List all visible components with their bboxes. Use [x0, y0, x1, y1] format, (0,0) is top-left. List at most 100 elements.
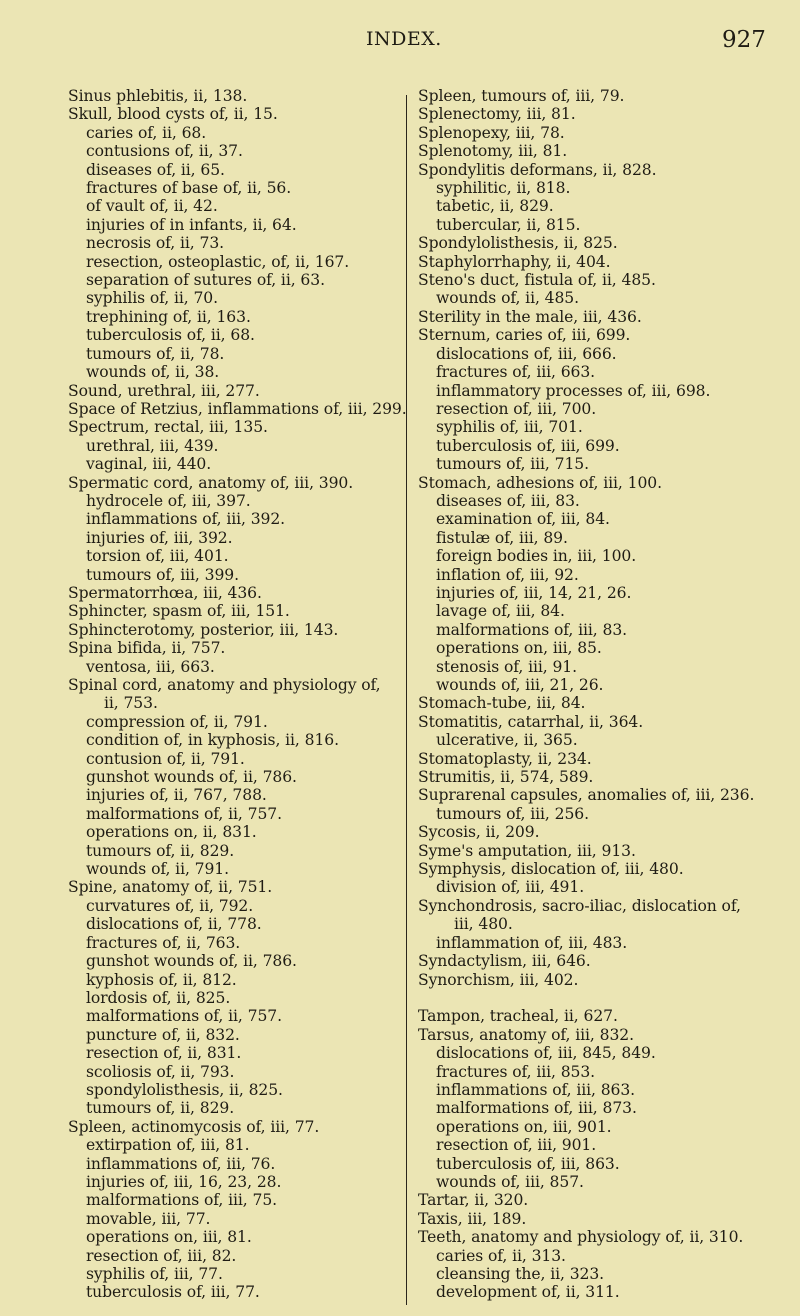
- index-subentry: tumours of, ii, 829.: [86, 841, 235, 860]
- index-subentry: dislocations of, iii, 845, 849.: [436, 1044, 656, 1063]
- index-subentry: resection of, iii, 82.: [86, 1246, 237, 1265]
- index-subentry: syphilis of, iii, 77.: [86, 1265, 223, 1283]
- index-entry: Spinal cord, anatomy and physiology of,: [68, 676, 381, 694]
- index-entry: Spine, anatomy of, ii, 751.: [68, 878, 273, 897]
- index-entry: Sycosis, ii, 209.: [418, 823, 540, 842]
- index-subentry: tuberculosis of, iii, 699.: [436, 436, 620, 455]
- index-subentry: injuries of, iii, 16, 23, 28.: [86, 1172, 282, 1191]
- index-subentry: tuberculosis of, iii, 77.: [86, 1283, 260, 1302]
- index-subentry: division of, iii, 491.: [436, 878, 585, 897]
- index-subentry: examination of, iii, 84.: [436, 510, 610, 529]
- index-subentry: malformations of, iii, 873.: [436, 1099, 637, 1118]
- index-subentry: injuries of, ii, 767, 788.: [86, 786, 267, 805]
- index-entry: Staphylorrhaphy, ii, 404.: [418, 252, 611, 271]
- page-header: INDEX. 927: [0, 27, 800, 58]
- index-entry: Spondylolisthesis, ii, 825.: [418, 234, 618, 253]
- index-subentry: fractures of, ii, 763.: [86, 933, 241, 952]
- index-entry: Spleen, actinomycosis of, iii, 77.: [68, 1117, 320, 1136]
- index-subentry: movable, iii, 77.: [86, 1209, 211, 1228]
- index-subentry: tuberculosis of, ii, 68.: [86, 326, 255, 345]
- index-subentry: condition of, in kyphosis, ii, 816.: [86, 731, 339, 750]
- index-subentry: fractures of, iii, 663.: [436, 363, 596, 382]
- index-subentry: curvatures of, ii, 792.: [86, 896, 254, 915]
- index-subentry: tuberculosis of, iii, 863.: [436, 1154, 620, 1173]
- index-subentry: resection, osteoplastic, of, ii, 167.: [86, 252, 350, 271]
- index-subentry: dislocations of, ii, 778.: [86, 915, 262, 934]
- index-entry: Synchondrosis, sacro-iliac, dislocation …: [418, 896, 741, 915]
- index-subentry: lavage of, iii, 84.: [436, 602, 565, 621]
- index-subentry: malformations of, iii, 83.: [436, 620, 628, 639]
- index-subentry: urethral, iii, 439.: [86, 436, 219, 455]
- index-subentry: inflation of, iii, 92.: [436, 565, 579, 584]
- index-subentry: necrosis of, ii, 73.: [86, 234, 225, 253]
- index-subentry: compression of, ii, 791.: [86, 712, 268, 731]
- index-subentry: trephining of, ii, 163.: [86, 307, 251, 326]
- index-subentry: development of, ii, 311.: [436, 1283, 620, 1302]
- index-subentry: inflammations of, iii, 392.: [86, 510, 286, 529]
- index-entry: Tarsus, anatomy of, iii, 832.: [418, 1025, 634, 1044]
- index-entry: Syme's amputation, iii, 913.: [418, 841, 636, 860]
- index-entry: Spondylitis deformans, ii, 828.: [418, 160, 657, 179]
- index-entry: Stomach, adhesions of, iii, 100.: [418, 473, 662, 492]
- index-subentry: tumours of, iii, 715.: [436, 455, 589, 474]
- index-subentry: syphilitic, ii, 818.: [436, 179, 571, 198]
- index-entry: Syndactylism, iii, 646.: [418, 952, 591, 971]
- index-entry: Sound, urethral, iii, 277.: [68, 381, 260, 400]
- index-entry: Stomatitis, catarrhal, ii, 364.: [418, 712, 644, 731]
- index-subentry: operations on, iii, 901.: [436, 1117, 612, 1136]
- index-entry: Symphysis, dislocation of, iii, 480.: [418, 860, 684, 879]
- page-number: 927: [722, 27, 766, 53]
- index-entry: Sinus phlebitis, ii, 138.: [68, 87, 248, 105]
- index-subentry: cleansing the, ii, 323.: [436, 1264, 605, 1283]
- index-subentry: diseases of, iii, 83.: [436, 491, 580, 510]
- index-entry: Splenotomy, iii, 81.: [418, 142, 568, 161]
- index-entry-continuation: iii, 480.: [454, 915, 513, 934]
- index-subentry: ulcerative, ii, 365.: [436, 731, 578, 750]
- index-subentry: tubercular, ii, 815.: [436, 215, 581, 234]
- index-column-right: Spleen, tumours of, iii, 79. Splenectomy,…: [416, 87, 766, 1302]
- index-entry: Sternum, caries of, iii, 699.: [418, 326, 631, 345]
- index-subentry: lordosis of, ii, 825.: [86, 988, 231, 1007]
- index-entry: Steno's duct, fistula of, ii, 485.: [418, 271, 656, 290]
- index-subentry: diseases of, ii, 65.: [86, 160, 225, 179]
- index-subentry: foreign bodies in, iii, 100.: [436, 547, 637, 566]
- index-entry: Stomatoplasty, ii, 234.: [418, 749, 592, 768]
- index-subentry: malformations of, ii, 757.: [86, 804, 282, 823]
- index-entry: Strumitis, ii, 574, 589.: [418, 768, 594, 787]
- index-entry: Spina bifida, ii, 757.: [68, 639, 226, 658]
- index-subentry: resection of, ii, 831.: [86, 1044, 242, 1063]
- index-entry: Taxis, iii, 189.: [418, 1209, 527, 1228]
- index-subentry: contusion of, ii, 791.: [86, 749, 245, 768]
- index-subentry: vaginal, iii, 440.: [86, 455, 212, 474]
- index-subentry: caries of, ii, 68.: [86, 123, 207, 142]
- index-entry: Skull, blood cysts of, ii, 15.: [68, 105, 278, 124]
- index-entry: Teeth, anatomy and physiology of, ii, 31…: [418, 1228, 744, 1247]
- index-subentry: operations on, ii, 831.: [86, 823, 257, 842]
- index-subentry: wounds of, ii, 791.: [86, 860, 229, 879]
- index-subentry: fractures of, iii, 853.: [436, 1062, 596, 1081]
- index-entry: Tampon, tracheal, ii, 627.: [418, 1007, 618, 1026]
- index-subentry: wounds of, iii, 21, 26.: [436, 676, 604, 694]
- index-entry: Space of Retzius, inflammations of, iii,…: [68, 399, 407, 418]
- index-subentry: operations on, iii, 85.: [436, 639, 602, 658]
- index-entry: Suprarenal capsules, anomalies of, iii, …: [418, 786, 755, 805]
- index-subentry: stenosis of, iii, 91.: [436, 657, 577, 676]
- index-subentry: hydrocele of, iii, 397.: [86, 491, 251, 510]
- index-subentry: wounds of, ii, 38.: [86, 363, 220, 382]
- index-subentry: resection of, iii, 901.: [436, 1136, 597, 1155]
- index-subentry: wounds of, iii, 857.: [436, 1172, 584, 1191]
- index-subentry: tabetic, ii, 829.: [436, 197, 554, 216]
- index-section: Sinus phlebitis, ii, 138. Skull, blood cy…: [68, 87, 407, 1302]
- index-section: Spleen, tumours of, iii, 79. Splenectomy,…: [418, 87, 766, 989]
- index-subentry: separation of sutures of, ii, 63.: [86, 271, 325, 290]
- index-entry: Sphincter, spasm of, iii, 151.: [68, 602, 290, 621]
- index-entry: Synorchism, iii, 402.: [418, 970, 579, 989]
- index-subentry: injuries of, iii, 14, 21, 26.: [436, 583, 632, 602]
- index-subentry: fractures of base of, ii, 56.: [86, 179, 292, 198]
- index-subentry: inflammatory processes of, iii, 698.: [436, 381, 711, 400]
- index-subentry: ventosa, iii, 663.: [86, 657, 215, 676]
- index-subentry: torsion of, iii, 401.: [86, 547, 229, 566]
- index-entry: Sphincterotomy, posterior, iii, 143.: [68, 620, 339, 639]
- index-subentry: operations on, iii, 81.: [86, 1228, 252, 1247]
- index-subentry: resection of, iii, 700.: [436, 399, 597, 418]
